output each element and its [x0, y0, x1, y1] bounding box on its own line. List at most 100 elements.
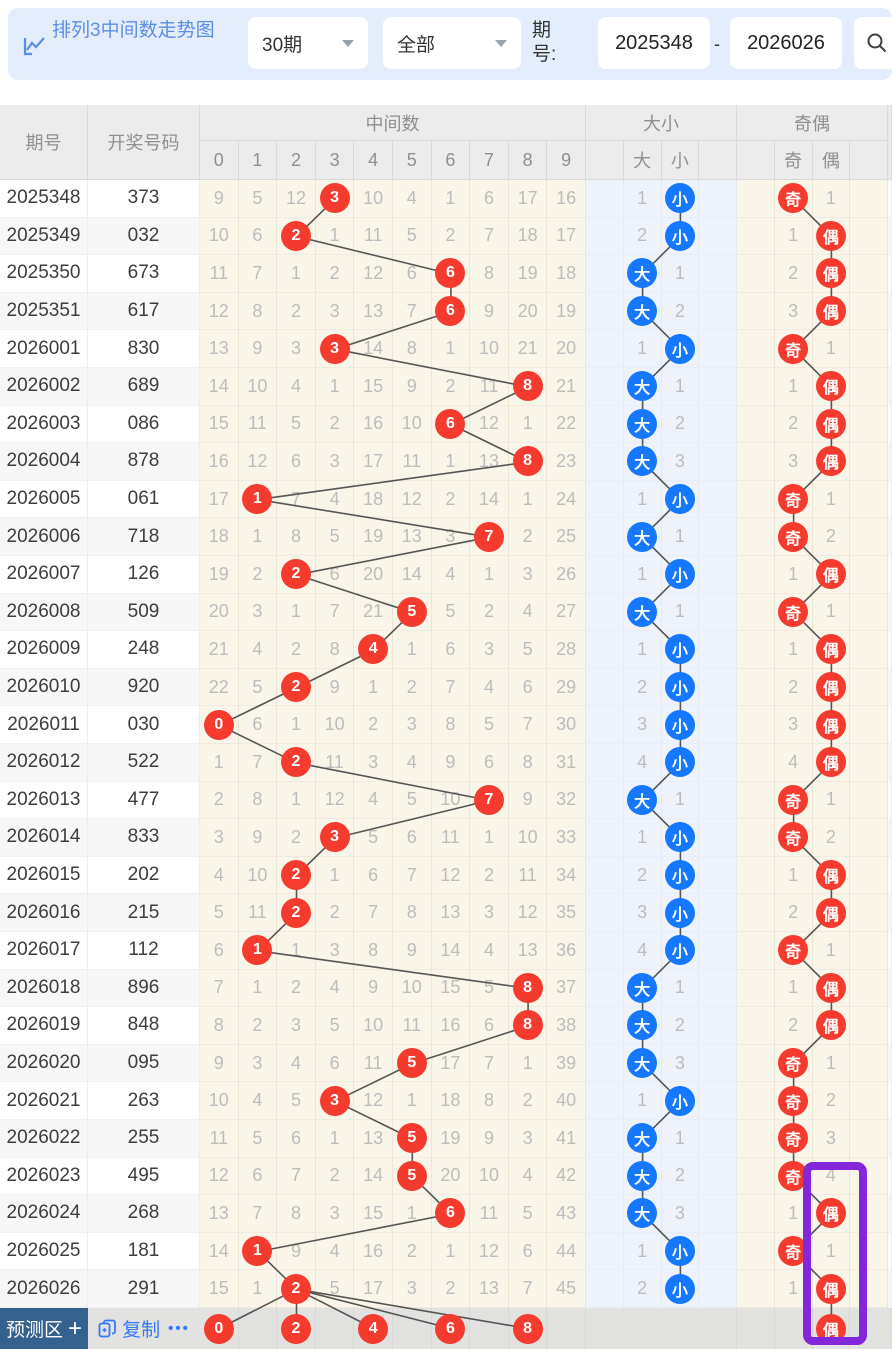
even-hit-circle: 偶: [815, 860, 846, 891]
small-cell: 小: [661, 180, 700, 218]
more-button[interactable]: •••: [168, 1320, 190, 1337]
even-cell: 1: [812, 1044, 851, 1083]
digit-cell-6: 7: [431, 668, 471, 707]
numbers-cell: 718: [88, 518, 200, 556]
miss-count: 2: [483, 601, 494, 622]
prediction-bigsmall-cells: [586, 1308, 737, 1349]
digit-cell-0: 11: [200, 255, 239, 293]
digit-cell-7: 5: [470, 706, 509, 744]
digit-cell-5: 7: [393, 292, 432, 331]
spacer-cell: [699, 706, 737, 744]
hit-circle: 6: [435, 1198, 466, 1229]
range-end-input[interactable]: [730, 17, 842, 69]
prediction-even-circle[interactable]: 偶: [815, 1313, 846, 1344]
period-value: 2026026: [6, 1277, 81, 1299]
miss-count: 17: [363, 450, 384, 471]
digit-cell-1: 3: [238, 1044, 278, 1083]
digit-cell-4: 4: [354, 781, 393, 820]
spacer-cell: [586, 1270, 624, 1308]
miss-count: 1: [368, 676, 379, 697]
digit-cell-7: 12: [470, 1232, 509, 1271]
col-header-digit-2: 2: [277, 141, 316, 180]
digit-cell-2: 2: [277, 856, 316, 895]
miss-count: 1: [637, 1090, 648, 1111]
period-value: 2026022: [6, 1127, 81, 1149]
spacer-cell: [586, 1120, 624, 1158]
miss-count: 11: [479, 375, 499, 396]
period-cell: 2026003: [0, 405, 88, 444]
miss-count: 4: [329, 488, 340, 509]
odd-cell: 奇: [774, 1157, 813, 1196]
big-cell: 大: [623, 593, 662, 632]
spacer-cell: [850, 856, 888, 895]
digit-cell-8: 7: [508, 1270, 548, 1308]
digit-cell-5: 10: [393, 969, 432, 1008]
numbers-cell: 032: [88, 217, 200, 256]
digit-cell-7: 11: [470, 1195, 509, 1233]
digit-cell-5: 5: [393, 1044, 432, 1083]
digit-cell-3: 3: [315, 819, 355, 857]
miss-count: 5: [329, 1278, 340, 1299]
miss-count: 2: [290, 977, 301, 998]
miss-count: 19: [556, 300, 577, 321]
search-button[interactable]: 查询: [854, 17, 892, 69]
digit-cell-4: 4: [354, 631, 393, 669]
digit-cell-2: 1: [277, 932, 316, 970]
miss-count: 16: [440, 1014, 461, 1035]
digit-cell-6: 1: [431, 180, 471, 218]
prediction-circle[interactable]: 2: [280, 1313, 311, 1344]
range-start-input[interactable]: [598, 17, 710, 69]
digit-cell-7: 3: [470, 631, 509, 669]
spacer-cell: [850, 969, 888, 1008]
prediction-circle[interactable]: 4: [358, 1313, 389, 1344]
odd-hit-circle: 奇: [778, 1160, 809, 1191]
digit-cell-5: 5: [393, 593, 432, 632]
col-header-digit-5: 5: [393, 141, 432, 180]
spacer-cell: [737, 894, 775, 932]
miss-count: 4: [329, 977, 340, 998]
small-hit-circle: 小: [664, 1273, 695, 1304]
digit-cell-3: 2: [315, 405, 355, 444]
digit-cell-5: 8: [393, 894, 432, 932]
small-hit-circle: 小: [664, 220, 695, 251]
miss-count: 2: [788, 1014, 799, 1035]
miss-count: 2: [637, 676, 648, 697]
miss-count: 12: [363, 1090, 384, 1111]
miss-count: 11: [363, 1052, 383, 1073]
odd-cell: 3: [774, 292, 813, 331]
period-count-select[interactable]: 30期: [248, 17, 368, 69]
miss-count: 2: [290, 826, 301, 847]
even-cell: 4: [812, 1157, 851, 1196]
miss-count: 7: [368, 902, 379, 923]
clipped-cell: [888, 330, 892, 368]
copy-button[interactable]: 复制: [98, 1315, 160, 1342]
spacer-cell: [699, 781, 737, 820]
prediction-add-button[interactable]: 预测区 +: [0, 1308, 88, 1349]
prediction-circle[interactable]: 8: [512, 1313, 543, 1344]
digit-cell-2: 12: [277, 180, 316, 218]
digit-cell-6: 10: [431, 781, 471, 820]
spacer-cell: [850, 1270, 888, 1308]
odd-cell: 奇: [774, 1120, 813, 1158]
prediction-circle[interactable]: 0: [203, 1313, 234, 1344]
big-cell: 4: [623, 932, 662, 970]
spacer-cell: [586, 969, 624, 1008]
miss-count: 8: [290, 1202, 301, 1223]
spacer-cell: [850, 1120, 888, 1158]
digit-cell-9: 44: [547, 1232, 586, 1271]
spacer-cell: [699, 1082, 737, 1120]
period-cell: 2026021: [0, 1082, 88, 1120]
miss-count: 5: [445, 601, 456, 622]
miss-count: 1: [825, 939, 836, 960]
odd-hit-circle: 奇: [778, 1085, 809, 1116]
miss-count: 8: [252, 789, 263, 810]
miss-count: 8: [329, 638, 340, 659]
numbers-value: 061: [127, 488, 160, 510]
prediction-circle[interactable]: 6: [435, 1313, 466, 1344]
page-title: 排列3中间数走势图: [52, 20, 215, 41]
digit-cell-9: 25: [547, 518, 586, 556]
spacer-cell: [737, 1120, 775, 1158]
big-hit-circle: 大: [627, 1048, 658, 1079]
clipped-cell: [888, 1157, 892, 1196]
scope-select[interactable]: 全部: [383, 17, 521, 69]
